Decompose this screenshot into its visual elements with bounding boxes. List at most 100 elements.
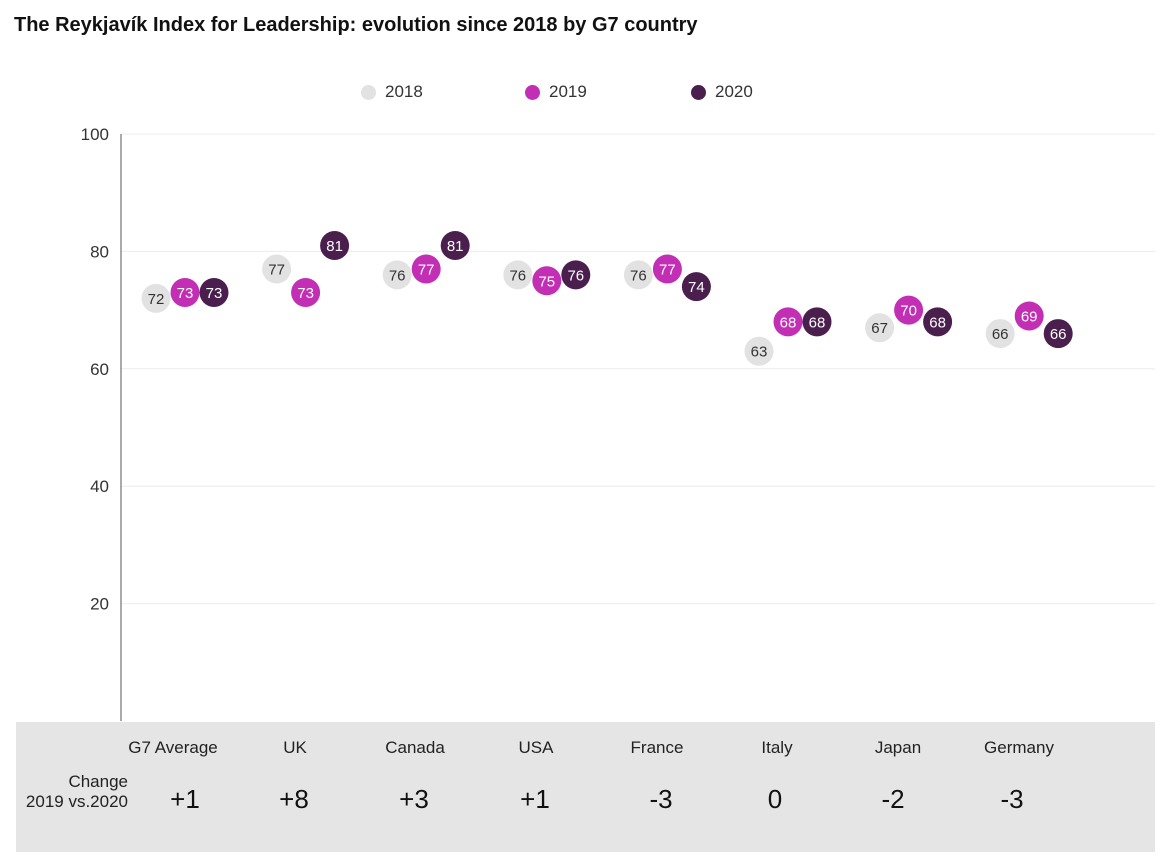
data-label: 76 xyxy=(567,267,584,284)
data-point-marker xyxy=(744,336,774,366)
change-label-line2: 2019 vs.2020 xyxy=(25,792,128,811)
legend-dot-2018 xyxy=(361,84,376,100)
change-value: +3 xyxy=(399,784,429,814)
data-point-marker xyxy=(923,307,953,337)
change-value: -2 xyxy=(881,784,905,814)
data-label: 75 xyxy=(538,273,555,290)
data-label: 69 xyxy=(1021,308,1038,325)
chart-title: The Reykjavík Index for Leadership: evol… xyxy=(14,14,698,36)
data-point-marker xyxy=(561,260,591,290)
legend-item-2020: 2020 xyxy=(691,82,753,102)
data-point-2019: 69 xyxy=(1014,301,1044,331)
data-point-2020: 81 xyxy=(440,231,470,261)
data-point-2019: 73 xyxy=(170,277,200,307)
data-label: 74 xyxy=(688,279,705,296)
change-row-label: Change 2019 vs.2020 xyxy=(16,772,128,812)
y-tick-label: 20 xyxy=(90,595,109,614)
data-point-marker xyxy=(291,277,321,307)
data-point-2020: 73 xyxy=(199,277,229,307)
data-label: 66 xyxy=(992,326,1009,343)
legend-item-2019: 2019 xyxy=(525,82,587,102)
data-point-2018: 72 xyxy=(141,283,171,313)
category-label: Germany xyxy=(984,738,1054,757)
data-point-marker xyxy=(411,254,441,284)
data-point-marker xyxy=(985,319,1015,349)
data-point-2019: 77 xyxy=(652,254,682,284)
data-point-marker xyxy=(1014,301,1044,331)
data-point-marker xyxy=(802,307,832,337)
y-tick-label: 40 xyxy=(90,477,109,496)
data-point-2018: 63 xyxy=(744,336,774,366)
data-point-marker xyxy=(773,307,803,337)
data-point-2019: 68 xyxy=(773,307,803,337)
data-label: 72 xyxy=(148,291,165,308)
category-label: USA xyxy=(518,738,554,757)
data-label: 81 xyxy=(326,238,343,255)
category-label: G7 Average xyxy=(128,738,218,757)
data-label: 77 xyxy=(268,262,285,279)
data-label: 76 xyxy=(630,267,647,284)
change-value: -3 xyxy=(649,784,673,814)
data-label: 77 xyxy=(659,262,676,279)
data-label: 73 xyxy=(206,285,223,302)
data-point-2020: 81 xyxy=(320,231,350,261)
data-point-2019: 77 xyxy=(411,254,441,284)
data-label: 67 xyxy=(871,320,888,337)
data-label: 77 xyxy=(418,262,435,279)
data-point-marker xyxy=(382,260,412,290)
data-label: 81 xyxy=(447,238,464,255)
change-value: +8 xyxy=(279,784,309,814)
data-point-2018: 76 xyxy=(623,260,653,290)
y-tick-label: 60 xyxy=(90,360,109,379)
data-point-2018: 76 xyxy=(503,260,533,290)
data-point-2020: 66 xyxy=(1043,319,1073,349)
data-point-2019: 73 xyxy=(291,277,321,307)
change-value: 0 xyxy=(767,784,783,814)
data-point-2018: 67 xyxy=(865,313,895,343)
change-value: +1 xyxy=(170,784,200,814)
legend-label-2019: 2019 xyxy=(549,82,587,101)
data-point-2019: 70 xyxy=(894,295,924,325)
data-point-marker xyxy=(865,313,895,343)
data-point-marker xyxy=(652,254,682,284)
data-point-marker xyxy=(894,295,924,325)
category-label: Canada xyxy=(385,738,445,757)
data-point-marker xyxy=(141,283,171,313)
change-value: -3 xyxy=(1000,784,1024,814)
category-label: UK xyxy=(283,738,307,757)
data-point-marker xyxy=(440,231,470,261)
change-table: Change 2019 vs.2020 G7 Average UK Canada… xyxy=(16,722,1155,852)
category-label: France xyxy=(630,738,684,757)
data-point-marker xyxy=(320,231,350,261)
data-point-marker xyxy=(532,266,562,296)
y-tick-label: 100 xyxy=(81,125,109,144)
change-label-line1: Change xyxy=(68,772,128,791)
data-point-2020: 68 xyxy=(923,307,953,337)
data-label: 68 xyxy=(780,314,797,331)
data-label: 76 xyxy=(509,267,526,284)
data-point-marker xyxy=(503,260,533,290)
data-point-2020: 68 xyxy=(802,307,832,337)
data-label: 68 xyxy=(929,314,946,331)
data-point-marker xyxy=(199,277,229,307)
data-point-marker xyxy=(262,254,292,284)
plot-area: 20 40 60 80 100 72 73 73 77 73 81 76 77 81 76 75 76 76 77 7… xyxy=(81,125,1155,721)
y-tick-label: 80 xyxy=(90,242,109,261)
data-label: 63 xyxy=(751,344,768,361)
data-label: 66 xyxy=(1050,326,1067,343)
legend-dot-2019 xyxy=(525,84,540,100)
legend-dot-2020 xyxy=(691,84,706,100)
data-point-marker xyxy=(681,272,711,302)
legend-item-2018: 2018 xyxy=(361,82,423,102)
data-label: 70 xyxy=(900,303,917,320)
data-point-2018: 76 xyxy=(382,260,412,290)
data-point-2020: 76 xyxy=(561,260,591,290)
data-point-2018: 77 xyxy=(262,254,292,284)
legend-label-2020: 2020 xyxy=(715,82,753,101)
legend-label-2018: 2018 xyxy=(385,82,423,101)
data-point-marker xyxy=(1043,319,1073,349)
legend: 2018 2019 2020 xyxy=(0,82,1170,106)
data-label: 76 xyxy=(389,267,406,284)
data-point-marker xyxy=(623,260,653,290)
